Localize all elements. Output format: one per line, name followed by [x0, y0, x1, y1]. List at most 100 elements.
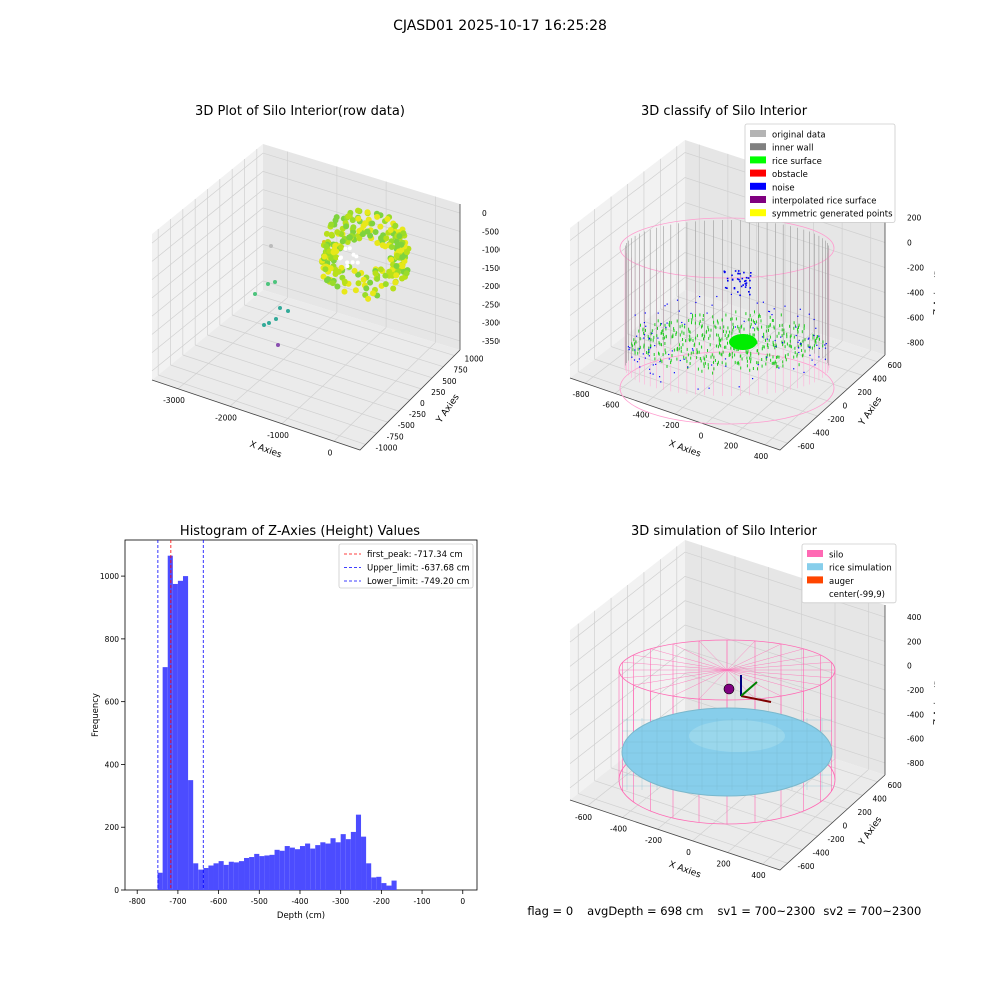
- p1-surface-point: [383, 235, 390, 242]
- p2-rice-point: [688, 327, 690, 331]
- hist-bar: [233, 862, 239, 890]
- p2-rice-point: [689, 362, 691, 365]
- p2-rice-point: [656, 334, 658, 338]
- p2-noise-point: [813, 318, 815, 321]
- p2-noise-point: [808, 313, 810, 315]
- figure-title: CJASD01 2025-10-17 16:25:28: [393, 18, 607, 34]
- p1-surface-point: [394, 252, 401, 259]
- p1-surface-point: [330, 249, 337, 256]
- p2-rice-point: [704, 361, 706, 365]
- p4-rice-mound: [689, 720, 785, 752]
- p1-surface-point: [332, 217, 339, 224]
- p1-surface-point: [370, 290, 376, 297]
- p2-noise-cluster: [733, 287, 736, 289]
- p2-rice-point: [659, 342, 661, 346]
- p2-y-tick-label: 400: [873, 374, 888, 383]
- p2-rice-point: [736, 361, 738, 365]
- p1-y-tick-label: -250: [409, 410, 426, 419]
- p2-noise-cluster: [731, 274, 733, 277]
- p2-grid-z: [569, 227, 886, 316]
- p2-rice-point: [672, 335, 674, 338]
- hist-x-axis-label: Depth (cm): [277, 911, 325, 920]
- p4-silo-spoke: [698, 669, 728, 700]
- p2-rice-point: [658, 341, 660, 345]
- p2-rice-point: [757, 328, 759, 331]
- p2-noise-point: [825, 343, 827, 345]
- p2-rice-point: [731, 331, 733, 335]
- p2-rice-point: [769, 353, 771, 357]
- p2-rice-point: [707, 349, 708, 352]
- p2-rice-point: [787, 353, 789, 357]
- p2-rice-point: [747, 349, 749, 353]
- hist-bar: [218, 861, 224, 890]
- p1-surface-gap: [347, 246, 352, 251]
- p4-y-tick-label: -600: [798, 862, 815, 871]
- p2-rice-point: [725, 362, 727, 366]
- p2-rice-point: [786, 342, 788, 346]
- p1-outlier-point: [273, 280, 277, 284]
- hist-legend-label: Upper_limit: -637.68 cm: [367, 564, 470, 574]
- p2-z-tick-label: -200: [907, 264, 924, 273]
- p4-axis-lines: [569, 774, 886, 871]
- hist-x-tick-label: -600: [210, 897, 227, 906]
- p2-noise-cluster: [724, 271, 726, 273]
- p2-rice-point: [715, 326, 717, 330]
- p2-rice-point: [765, 357, 767, 361]
- p4-legend-label: center(-99,9): [829, 590, 885, 600]
- p2-rice-point: [746, 356, 748, 360]
- p2-y-tick-label: 200: [858, 388, 873, 397]
- p2-rice-point: [646, 351, 648, 354]
- p2-rice-point: [713, 360, 714, 364]
- p2-noise-point: [648, 355, 650, 357]
- p4-z-tick-label: -400: [907, 710, 924, 719]
- p2-rice-point: [790, 345, 792, 349]
- p2-rice-point: [786, 335, 788, 339]
- p1-surface-gap: [339, 255, 343, 260]
- p2-rice-point: [703, 362, 705, 366]
- p2-noise-point: [644, 357, 646, 359]
- p1-x-tick-label: -3000: [163, 396, 185, 405]
- p1-surface-point: [345, 213, 352, 220]
- p2-noise-point: [691, 348, 694, 350]
- p2-rice-point: [696, 334, 698, 338]
- p2-rice-point: [705, 354, 707, 358]
- p1-grid-y: [170, 364, 377, 434]
- p2-rice-point: [727, 334, 729, 338]
- p2-noise-point: [734, 326, 736, 328]
- p1-surface-point: [367, 232, 374, 239]
- hist-bar: [188, 780, 194, 890]
- p2-rice-point: [784, 345, 786, 349]
- p2-x-tick-label: 400: [754, 452, 769, 461]
- p1-grid-y: [195, 344, 399, 412]
- p2-noise-point: [743, 320, 745, 322]
- p1-surface-point: [369, 220, 376, 227]
- p2-noise-cluster: [747, 277, 750, 279]
- p2-noise-point: [634, 349, 636, 351]
- p1-surface-point: [341, 278, 348, 285]
- hist-y-tick-label: 1000: [100, 572, 119, 581]
- p4-legend-label: rice simulation: [829, 564, 892, 574]
- p2-rice-point: [692, 315, 694, 319]
- p4-silo-spoke: [726, 669, 804, 692]
- p1-y-tick-label: 750: [453, 366, 468, 375]
- p1-surface-point: [398, 247, 405, 254]
- p2-noise-point: [659, 361, 661, 363]
- p2-rice-point: [704, 334, 706, 338]
- p2-noise-point: [708, 387, 710, 389]
- p2-legend-swatch: [750, 196, 766, 203]
- p2-rice-point: [701, 324, 703, 328]
- p2-rice-point: [813, 344, 815, 348]
- p4-grid-y: [578, 793, 788, 864]
- p2-x-tick-label: -800: [572, 390, 589, 399]
- p1-surface-point: [367, 279, 374, 286]
- p2-rice-point: [634, 342, 635, 346]
- hist-y-tick-label: 600: [105, 698, 120, 707]
- p2-noise-point: [697, 388, 699, 390]
- p2-noise-cluster: [745, 279, 747, 282]
- p2-noise-point: [660, 381, 662, 383]
- p4-legend-swatch: [807, 563, 823, 571]
- p2-rice-point: [773, 326, 775, 330]
- p2-z-tick-label: -600: [907, 314, 924, 323]
- p2-rice-point: [717, 345, 719, 349]
- p2-rice-point: [660, 358, 662, 362]
